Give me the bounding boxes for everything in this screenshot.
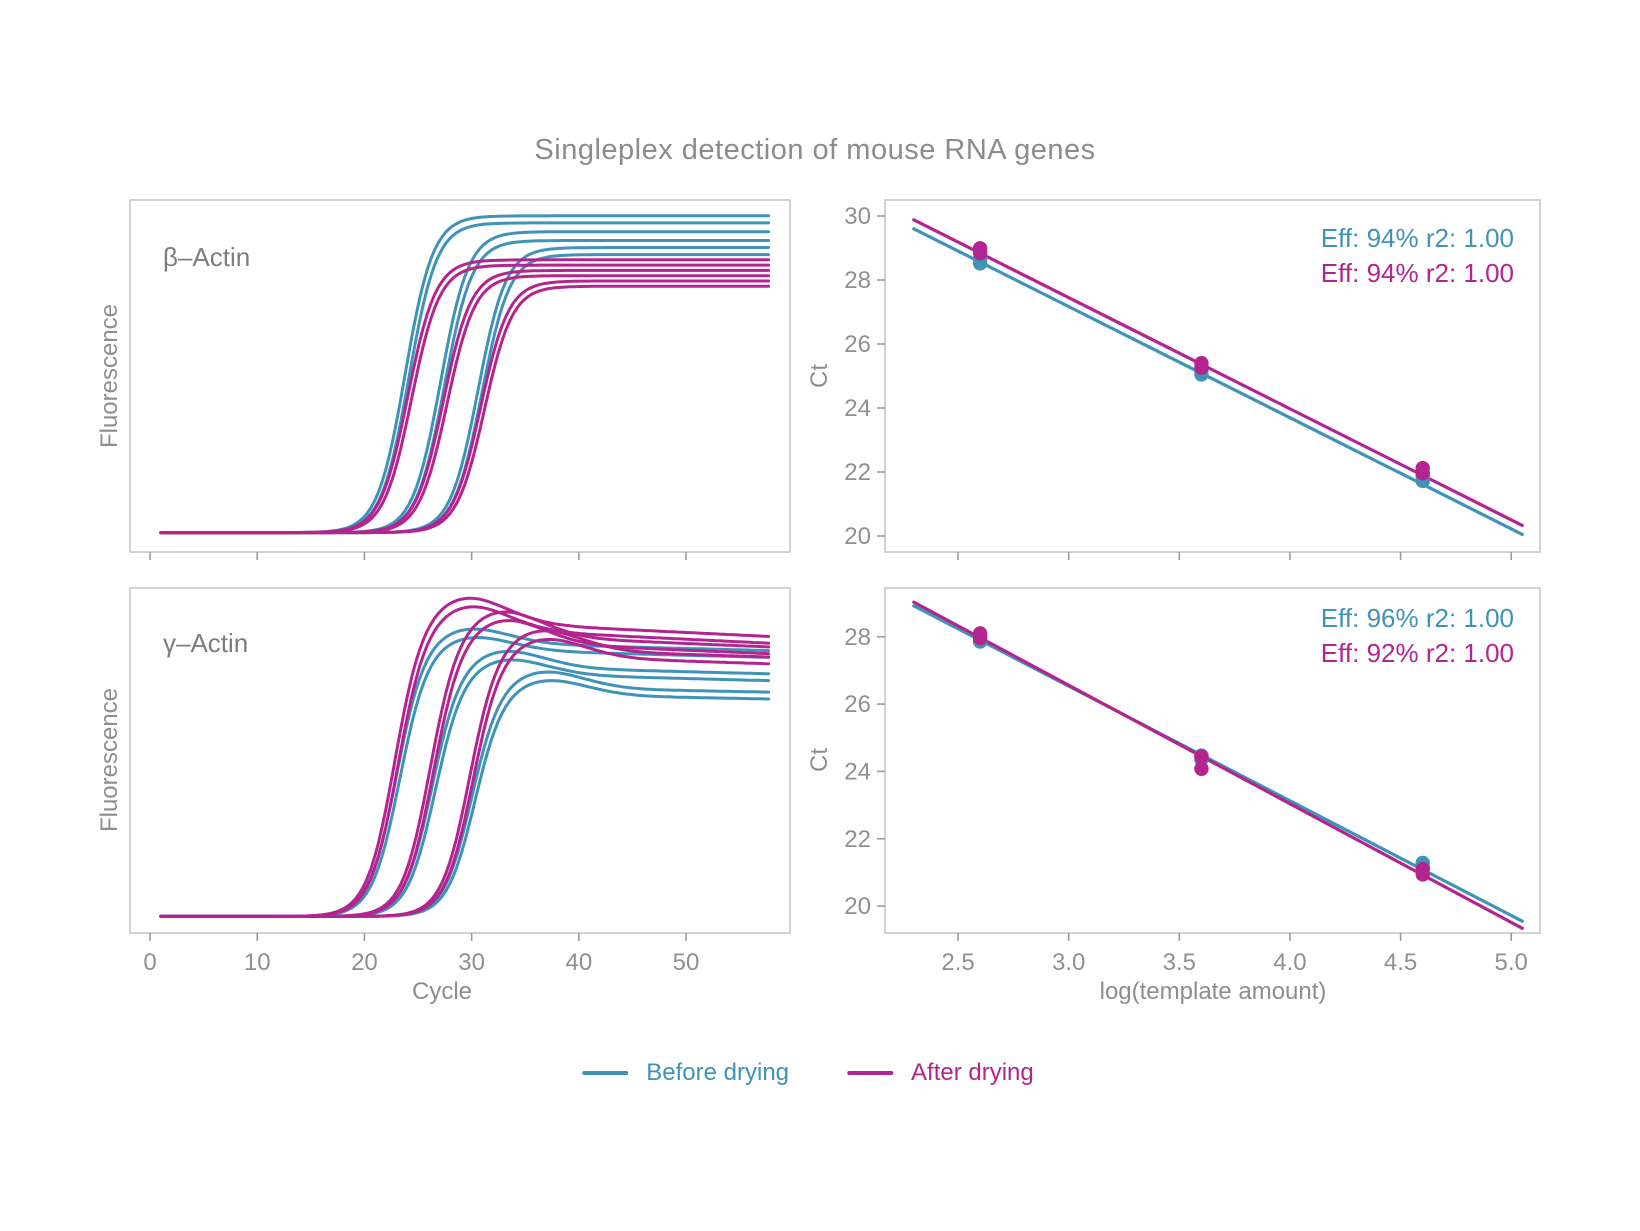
amplification-curve-after [159, 637, 771, 918]
y-axis-title-ct-bottom: Ct [806, 748, 833, 772]
y-tick-label: 30 [844, 203, 871, 230]
legend-item-after-drying: After drying [847, 1059, 1034, 1087]
y-tick-label: 22 [844, 826, 871, 853]
x-tick-label: 5.0 [1495, 949, 1528, 976]
y-tick-label: 24 [844, 395, 871, 422]
legend-label-before: Before drying [646, 1059, 790, 1086]
x-tick-label: 3.5 [1163, 949, 1196, 976]
data-point-after [1415, 460, 1430, 476]
x-tick-label: 4.5 [1384, 949, 1417, 976]
y-tick-label: 28 [844, 267, 871, 294]
data-point-after [1194, 749, 1209, 764]
legend-label-after: After drying [911, 1059, 1034, 1086]
y-tick-label: 20 [844, 523, 871, 550]
panel-label-gamma-actin: γ–Actin [163, 628, 249, 658]
annotation-beta-eff-before: Eff: 94% r2: 1.00 [1320, 223, 1514, 253]
data-point-after [1415, 861, 1430, 877]
x-tick-label: 10 [244, 949, 271, 976]
x-tick-label: 20 [351, 949, 378, 976]
figure-title: Singleplex detection of mouse RNA genes [534, 134, 1096, 166]
annotation-gamma-eff-before: Eff: 96% r2: 1.00 [1320, 603, 1514, 633]
x-tick-label: 2.5 [941, 949, 974, 976]
data-point-after [1194, 356, 1209, 371]
x-tick-label: 0 [143, 949, 156, 976]
legend: Before drying After drying [582, 1059, 1034, 1087]
data-point-after [1194, 761, 1209, 776]
x-tick-label: 3.0 [1052, 949, 1085, 976]
y-axis-title-fluorescence-top: Fluorescence [96, 303, 123, 449]
x-tick-label: 40 [565, 949, 592, 976]
x-axis-title-cycle: Cycle [411, 978, 473, 1005]
y-axis-title-ct-top: Ct [806, 364, 833, 388]
panel-label-beta-actin: β–Actin [163, 242, 251, 272]
y-tick-label: 26 [844, 331, 871, 358]
y-tick-label: 28 [844, 624, 871, 651]
panel-border-amp_gamma [129, 587, 791, 934]
annotation-beta-eff-after: Eff: 94% r2: 1.00 [1320, 258, 1514, 288]
x-tick-label: 50 [673, 949, 700, 976]
y-tick-label: 26 [844, 691, 871, 718]
y-axis-title-fluorescence-bottom: Fluorescence [96, 687, 123, 833]
amplification-curve-after [159, 284, 771, 535]
y-tick-label: 20 [844, 893, 871, 920]
x-axis-title-log-template: log(template amount) [1099, 978, 1327, 1005]
y-tick-label: 24 [844, 758, 871, 785]
x-tick-label: 4.0 [1273, 949, 1306, 976]
x-tick-label: 30 [458, 949, 485, 976]
y-tick-label: 22 [844, 459, 871, 486]
data-point-after [972, 241, 988, 256]
legend-line-swatch-before [582, 1071, 629, 1075]
data-point-after [972, 626, 988, 641]
legend-line-swatch-after [847, 1071, 894, 1075]
annotation-gamma-eff-after: Eff: 92% r2: 1.00 [1320, 638, 1514, 668]
legend-item-before-drying: Before drying [582, 1059, 789, 1087]
